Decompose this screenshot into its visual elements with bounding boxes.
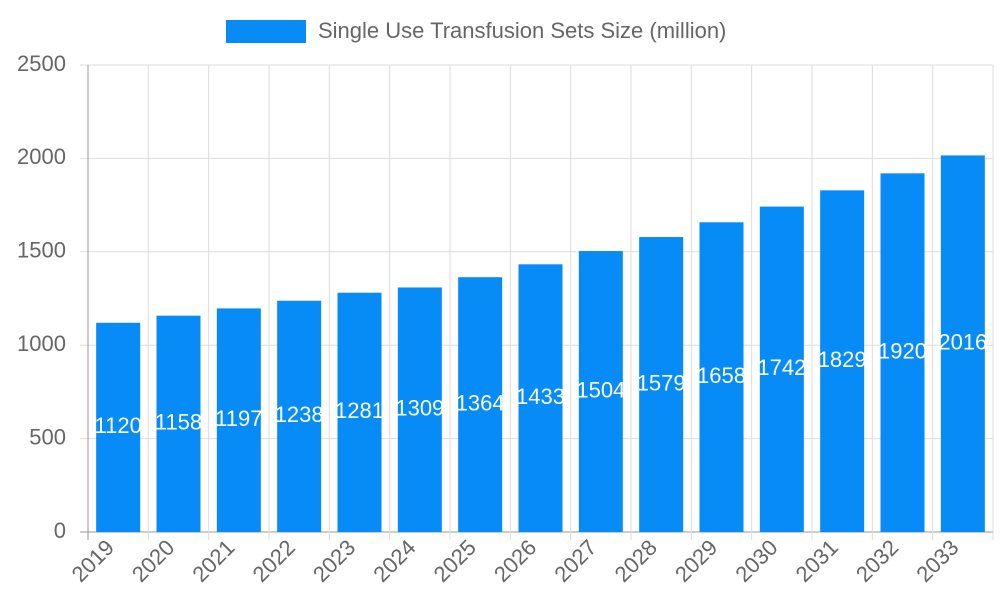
data-label: 1504 [576, 377, 625, 402]
legend-label[interactable]: Single Use Transfusion Sets Size (millio… [318, 18, 726, 43]
x-tick-label: 2019 [67, 535, 119, 587]
data-label: 1197 [215, 406, 262, 431]
bar [458, 277, 503, 532]
data-label: 1281 [335, 398, 384, 423]
x-tick-label: 2025 [429, 535, 481, 587]
data-label: 1829 [818, 347, 867, 372]
x-tick-label: 2028 [610, 535, 662, 587]
bar [337, 292, 382, 532]
legend-swatch[interactable] [226, 20, 306, 43]
x-tick-label: 2024 [368, 535, 420, 587]
x-tick-label: 2021 [187, 535, 239, 587]
x-tick-label: 2027 [549, 535, 601, 587]
bar [96, 322, 141, 532]
x-tick-label: 2022 [248, 535, 300, 587]
bar [277, 300, 322, 532]
data-label: 1742 [757, 355, 806, 380]
x-tick-label: 2023 [308, 535, 360, 587]
bar [578, 251, 623, 532]
data-label: 1120 [95, 413, 142, 438]
bar [940, 155, 985, 532]
data-label: 1433 [516, 384, 565, 409]
x-tick-label: 2033 [911, 535, 963, 587]
bar [699, 222, 744, 533]
bar [156, 315, 201, 532]
bar [820, 190, 865, 532]
bar [880, 173, 925, 532]
bar [759, 206, 804, 532]
data-label: 1364 [456, 390, 505, 415]
x-tick-label: 2026 [489, 535, 541, 587]
data-label: 1658 [697, 363, 746, 388]
data-label: 2016 [938, 330, 987, 355]
x-tick-label: 2020 [127, 535, 179, 587]
bar [518, 264, 563, 532]
data-label: 1238 [275, 402, 324, 427]
x-tick-label: 2030 [730, 535, 782, 587]
bar [397, 287, 442, 532]
x-tick-label: 2029 [670, 535, 722, 587]
bar [216, 308, 261, 532]
y-tick-label: 1500 [17, 238, 66, 263]
bar [639, 237, 684, 533]
y-tick-label: 2000 [17, 144, 66, 169]
x-tick-label: 2032 [851, 535, 903, 587]
y-tick-label: 2500 [17, 51, 66, 76]
data-label: 1309 [395, 396, 444, 421]
y-tick-label: 1000 [17, 331, 66, 356]
data-label: 1920 [878, 338, 927, 363]
y-tick-label: 500 [29, 424, 66, 449]
data-label: 1579 [637, 370, 686, 395]
y-tick-label: 0 [54, 518, 66, 543]
data-label: 1158 [155, 410, 202, 435]
x-tick-label: 2031 [791, 535, 843, 587]
